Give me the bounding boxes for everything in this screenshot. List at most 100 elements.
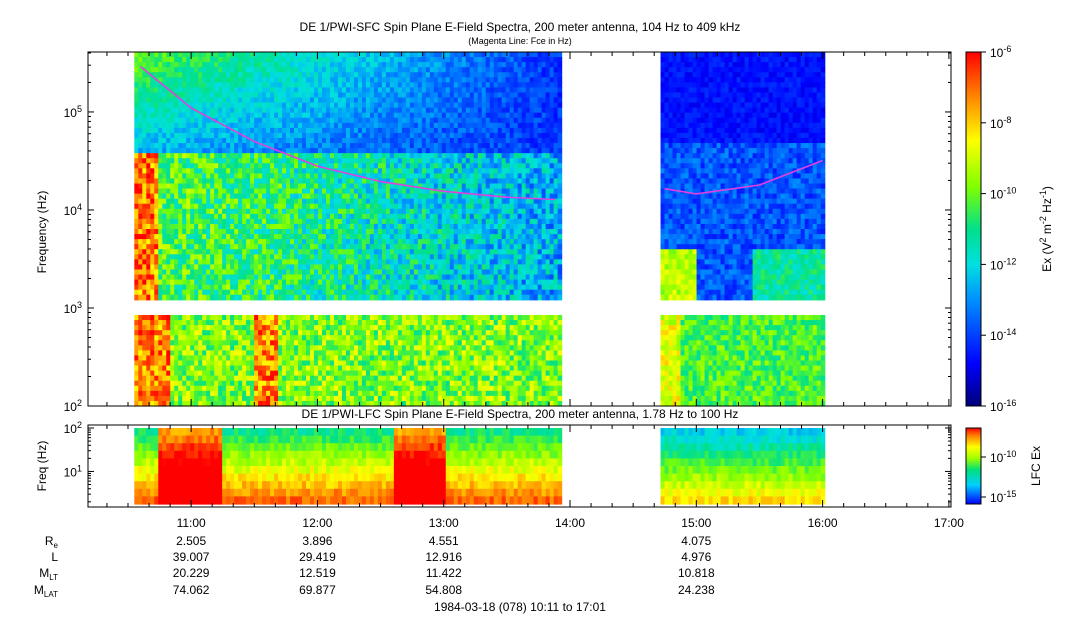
sfc-spectrogram-cell	[361, 395, 367, 402]
sfc-spectrogram-cell	[429, 77, 435, 83]
sfc-spectrogram-cell	[194, 208, 199, 215]
sfc-spectrogram-cell	[162, 193, 167, 200]
sfc-spectrogram-cell	[174, 77, 179, 83]
sfc-spectrogram-cell	[397, 102, 403, 109]
sfc-spectrogram-cell	[365, 132, 371, 139]
sfc-spectrogram-cell	[425, 365, 431, 372]
sfc-spectrogram-cell	[270, 188, 275, 195]
sfc-spectrogram-cell	[218, 249, 223, 255]
sfc-spectrogram-cell	[246, 395, 251, 402]
sfc-spectrogram-cell	[142, 320, 147, 326]
sfc-spectrogram-cell	[242, 370, 247, 377]
sfc-spectrogram-cell	[337, 127, 343, 134]
sfc-spectrogram-cell	[385, 112, 391, 119]
sfc-spectrogram-cell	[238, 173, 243, 180]
sfc-spectrogram-cell	[162, 274, 167, 281]
sfc-spectrogram-cell	[341, 112, 347, 119]
sfc-spectrogram-cell	[369, 390, 375, 397]
sfc-spectrogram-cell	[138, 345, 143, 351]
sfc-spectrogram-cell	[162, 72, 167, 78]
sfc-spectrogram-cell	[226, 92, 231, 99]
sfc-spectrogram-cell	[138, 213, 143, 220]
sfc-spectrogram-cell	[306, 107, 311, 114]
sfc-spectrogram-cell	[278, 294, 283, 301]
sfc-spectrogram-cell	[190, 198, 195, 205]
sfc-spectrogram-cell	[325, 67, 331, 73]
sfc-spectrogram-cell	[337, 102, 343, 109]
sfc-spectrogram-cell	[405, 87, 411, 94]
sfc-spectrogram-cell	[214, 269, 219, 276]
sfc-spectrogram-cell	[298, 168, 303, 174]
sfc-spectrogram-cell	[210, 153, 215, 159]
sfc-spectrogram-cell	[238, 97, 243, 104]
sfc-spectrogram-cell	[401, 289, 407, 296]
sfc-spectrogram-cell	[254, 274, 259, 281]
sfc-spectrogram-cell	[365, 400, 371, 407]
sfc-spectrogram-cell	[186, 97, 191, 104]
sfc-spectrogram-cell	[298, 284, 303, 291]
sfc-spectrogram-cell	[146, 350, 151, 357]
sfc-spectrogram-cell	[381, 244, 387, 250]
sfc-spectrogram-cell	[262, 183, 267, 190]
sfc-spectrogram-cell	[381, 107, 387, 114]
sfc-spectrogram-cell	[337, 345, 343, 351]
sfc-spectrogram-cell	[182, 218, 187, 225]
sfc-spectrogram-cell	[298, 335, 303, 341]
sfc-spectrogram-cell	[385, 107, 391, 114]
sfc-spectrogram-cell	[329, 153, 335, 159]
sfc-spectrogram-cell	[357, 57, 363, 63]
sfc-spectrogram-cell	[397, 360, 403, 367]
sfc-spectrogram-cell	[238, 284, 243, 291]
sfc-spectrogram-cell	[174, 127, 179, 134]
sfc-spectrogram-cell	[270, 390, 275, 397]
sfc-spectrogram-cell	[202, 168, 207, 174]
sfc-spectrogram-cell	[325, 244, 331, 250]
sfc-spectrogram-cell	[302, 173, 307, 180]
sfc-spectrogram-cell	[318, 365, 323, 372]
sfc-spectrogram-cell	[254, 370, 259, 377]
sfc-spectrogram-cell	[409, 52, 415, 58]
sfc-spectrogram-cell	[174, 380, 179, 387]
sfc-spectrogram-cell	[202, 269, 207, 276]
sfc-spectrogram-cell	[345, 168, 351, 174]
sfc-spectrogram-cell	[210, 107, 215, 114]
sfc-spectrogram-cell	[349, 330, 355, 336]
sfc-spectrogram-cell	[166, 294, 171, 301]
sfc-spectrogram-cell	[146, 370, 151, 377]
sfc-spectrogram-cell	[146, 239, 151, 245]
sfc-spectrogram-cell	[409, 390, 415, 397]
sfc-spectrogram-cell	[302, 289, 307, 296]
sfc-spectrogram-cell	[150, 269, 155, 276]
sfc-spectrogram-cell	[310, 320, 315, 326]
sfc-spectrogram-cell	[258, 77, 263, 83]
sfc-spectrogram-cell	[333, 72, 339, 78]
sfc-spectrogram-cell	[373, 163, 379, 169]
sfc-spectrogram-cell	[154, 188, 159, 195]
sfc-spectrogram-cell	[266, 52, 271, 58]
sfc-spectrogram-cell	[322, 183, 327, 190]
sfc-spectrogram-cell	[214, 254, 219, 260]
sfc-spectrogram-cell	[178, 385, 183, 392]
sfc-spectrogram-cell	[409, 82, 415, 88]
sfc-spectrogram-cell	[361, 314, 367, 321]
sfc-spectrogram-cell	[361, 289, 367, 296]
sfc-spectrogram-cell	[385, 375, 391, 382]
sfc-spectrogram-cell	[266, 239, 271, 245]
sfc-spectrogram-cell	[286, 193, 291, 200]
sfc-spectrogram-cell	[318, 97, 323, 104]
sfc-spectrogram-cell	[298, 52, 303, 58]
sfc-spectrogram-cell	[278, 97, 283, 104]
sfc-spectrogram-cell	[353, 355, 359, 362]
sfc-spectrogram-cell	[306, 143, 311, 149]
sfc-spectrogram-cell	[306, 234, 311, 240]
sfc-spectrogram-cell	[369, 188, 375, 195]
sfc-spectrogram-cell	[162, 229, 167, 235]
sfc-spectrogram-cell	[146, 314, 151, 321]
sfc-spectrogram-cell	[206, 249, 211, 255]
sfc-spectrogram-cell	[294, 249, 299, 255]
sfc-spectrogram-cell	[302, 57, 307, 63]
sfc-spectrogram-cell	[369, 274, 375, 281]
sfc-spectrogram-cell	[278, 127, 283, 134]
sfc-spectrogram-cell	[234, 153, 239, 159]
sfc-spectrogram-cell	[413, 77, 419, 83]
